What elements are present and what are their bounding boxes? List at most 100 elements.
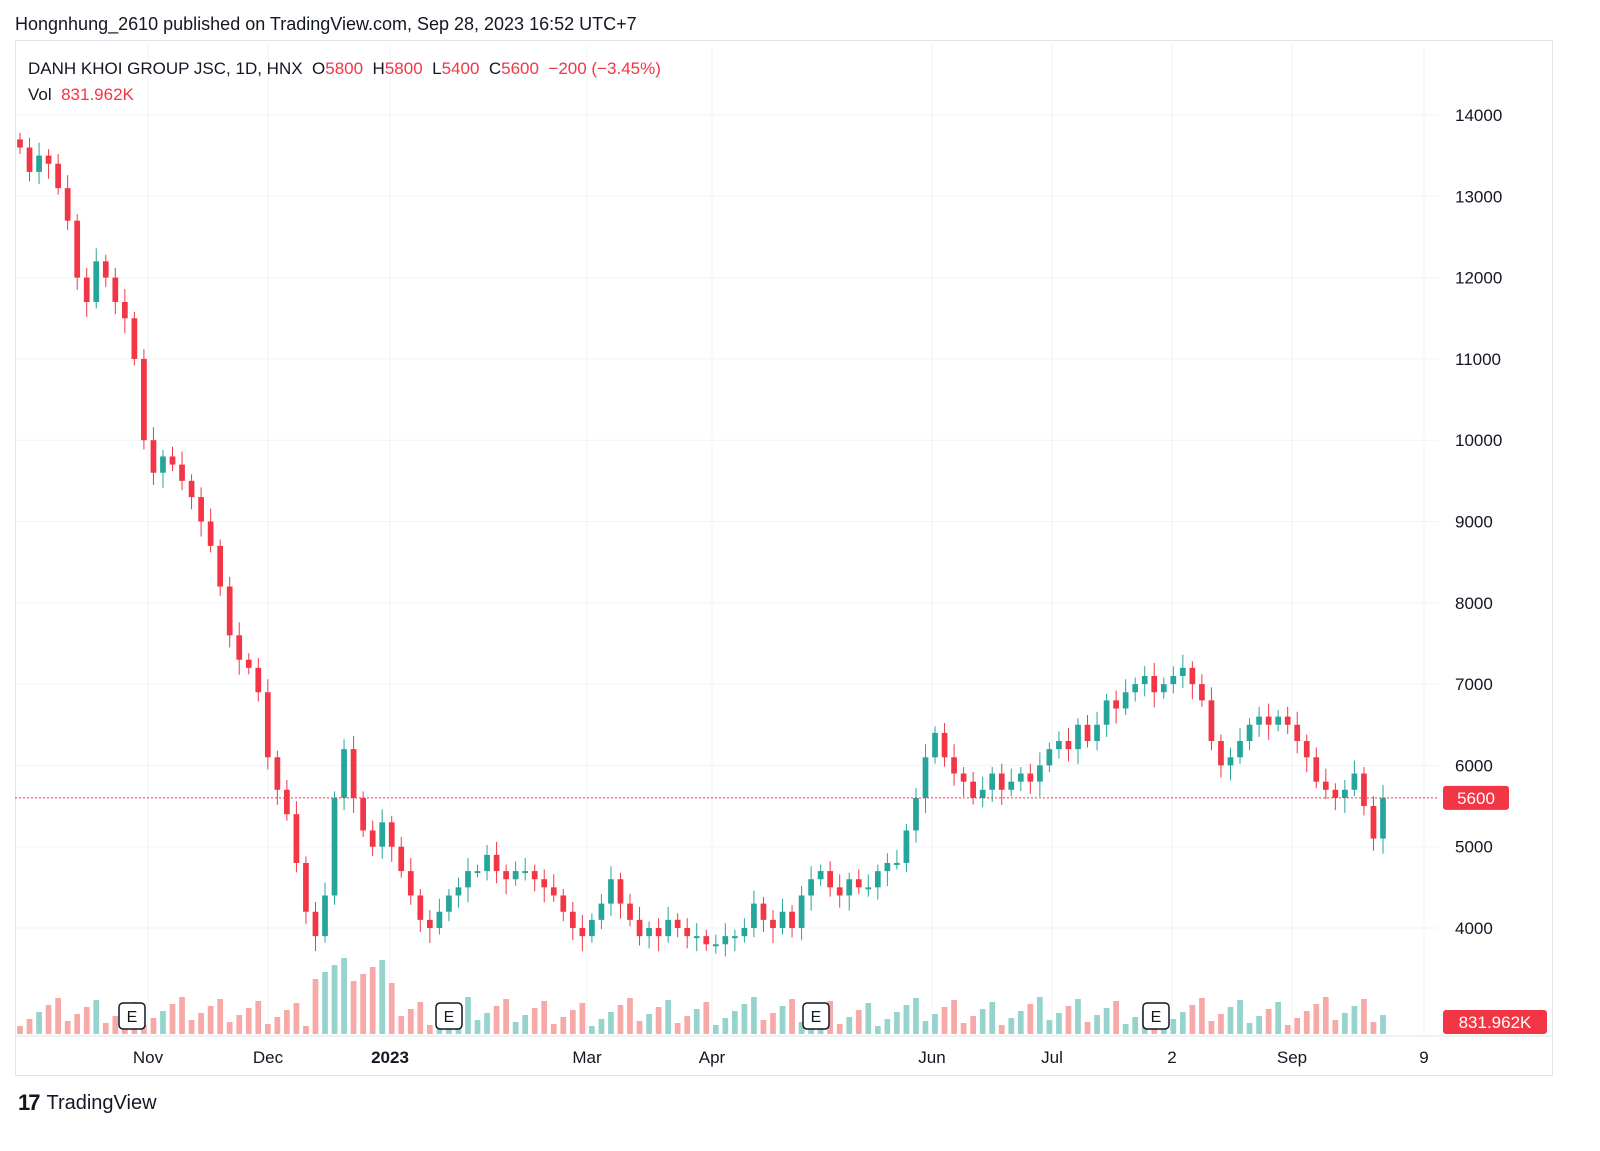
volume-bar [303,1026,309,1034]
open-value: 5800 [325,59,364,78]
volume-bar [1160,1026,1167,1034]
candle-body [1132,684,1139,693]
candle-body [1380,797,1386,839]
volume-bar [169,1004,176,1034]
candle-body [1265,716,1272,725]
x-tick-label: Dec [253,1048,284,1067]
candle-body [226,586,233,636]
volume-bar [798,1022,805,1034]
candle-body [712,944,719,947]
volume-bar [760,1020,767,1034]
volume-bar [779,1006,786,1034]
candle-body [1046,749,1053,766]
volume-bar [836,1024,843,1034]
volume-bar [894,1012,900,1034]
earnings-marker-label: E [1151,1009,1162,1026]
candle-body [217,545,224,587]
candle-body [674,919,681,928]
candle-body [569,911,576,928]
candle-body [827,871,834,888]
candle-body [693,936,700,939]
earnings-marker[interactable] [802,1002,830,1030]
candle-body [407,871,414,896]
y-tick-label: 8000 [1455,594,1493,613]
volume-bar [17,1026,23,1034]
candle-body [874,871,881,888]
y-tick-label: 6000 [1455,756,1493,775]
volume-bar [1342,1013,1348,1034]
volume-bar [1103,1008,1110,1034]
volume-bar [846,1017,853,1034]
x-tick-label: 9 [1419,1048,1428,1067]
candle-body [1179,667,1186,676]
candle-body [665,919,671,937]
candle-body [1122,692,1129,709]
candle-body [941,732,948,758]
earnings-marker[interactable] [435,1002,463,1030]
change-value: −200 (−3.45%) [548,59,661,78]
candle-body [245,659,252,668]
volume-bar [407,1009,414,1034]
volume-bar [1208,1021,1215,1034]
candle-body [398,846,405,872]
volume-bar [1094,1015,1100,1034]
volume-bar [922,1021,929,1034]
candle-body [1103,700,1110,725]
volume-bar [1037,997,1043,1034]
candle-body [426,919,433,928]
volume-bar [703,1002,710,1034]
volume-bar [941,1007,948,1034]
candle-body [141,358,147,441]
candle-body [93,261,100,302]
candle-body [102,261,109,278]
y-tick-label: 7000 [1455,675,1493,694]
volume-bar [341,958,347,1034]
volume-bar [322,972,328,1034]
tradingview-logo-icon: 17 [18,1090,41,1115]
volume-bar [1265,1009,1272,1034]
candle-body [312,911,319,937]
close-value: 5600 [501,59,539,78]
candle-body [1037,765,1043,782]
earnings-marker[interactable] [1142,1002,1170,1030]
earnings-marker[interactable] [118,1002,146,1030]
candle-body [1332,789,1339,798]
open-label: O [312,59,326,78]
candle-body [1256,716,1262,725]
candle-body [884,862,891,872]
volume-bar [1065,1006,1072,1034]
x-tick-label: Nov [133,1048,164,1067]
candle-body [1218,741,1224,766]
volume-bar [789,999,795,1034]
candle-body [512,871,519,880]
candle-body [741,928,748,937]
candle-body [627,903,633,920]
y-tick-label: 14000 [1455,106,1502,125]
volume-bar [102,1023,109,1034]
candle-body [655,928,662,937]
candle-body [455,887,462,896]
volume-bar [1046,1020,1053,1034]
volume-bar [989,1002,996,1034]
candle-body [388,822,395,847]
volume-bar [1132,1017,1139,1034]
x-tick-label: Mar [572,1048,602,1067]
candle-body [74,220,81,278]
y-tick-label: 4000 [1455,919,1493,938]
candle-body [360,797,366,831]
volume-bar [312,979,319,1034]
volume-bar [1275,1002,1282,1034]
candle-body [579,928,586,937]
volume-bar [598,1019,605,1034]
candle-body [1294,724,1301,742]
high-value: 5800 [384,59,423,78]
volume-bar [1056,1013,1062,1034]
volume-bar [865,1003,872,1034]
candle-body [541,879,548,888]
candle-body [789,911,795,928]
volume-bar [732,1011,738,1034]
volume-bar [293,1003,300,1034]
footer[interactable]: 17 TradingView [18,1090,157,1116]
candle-body [531,871,538,880]
